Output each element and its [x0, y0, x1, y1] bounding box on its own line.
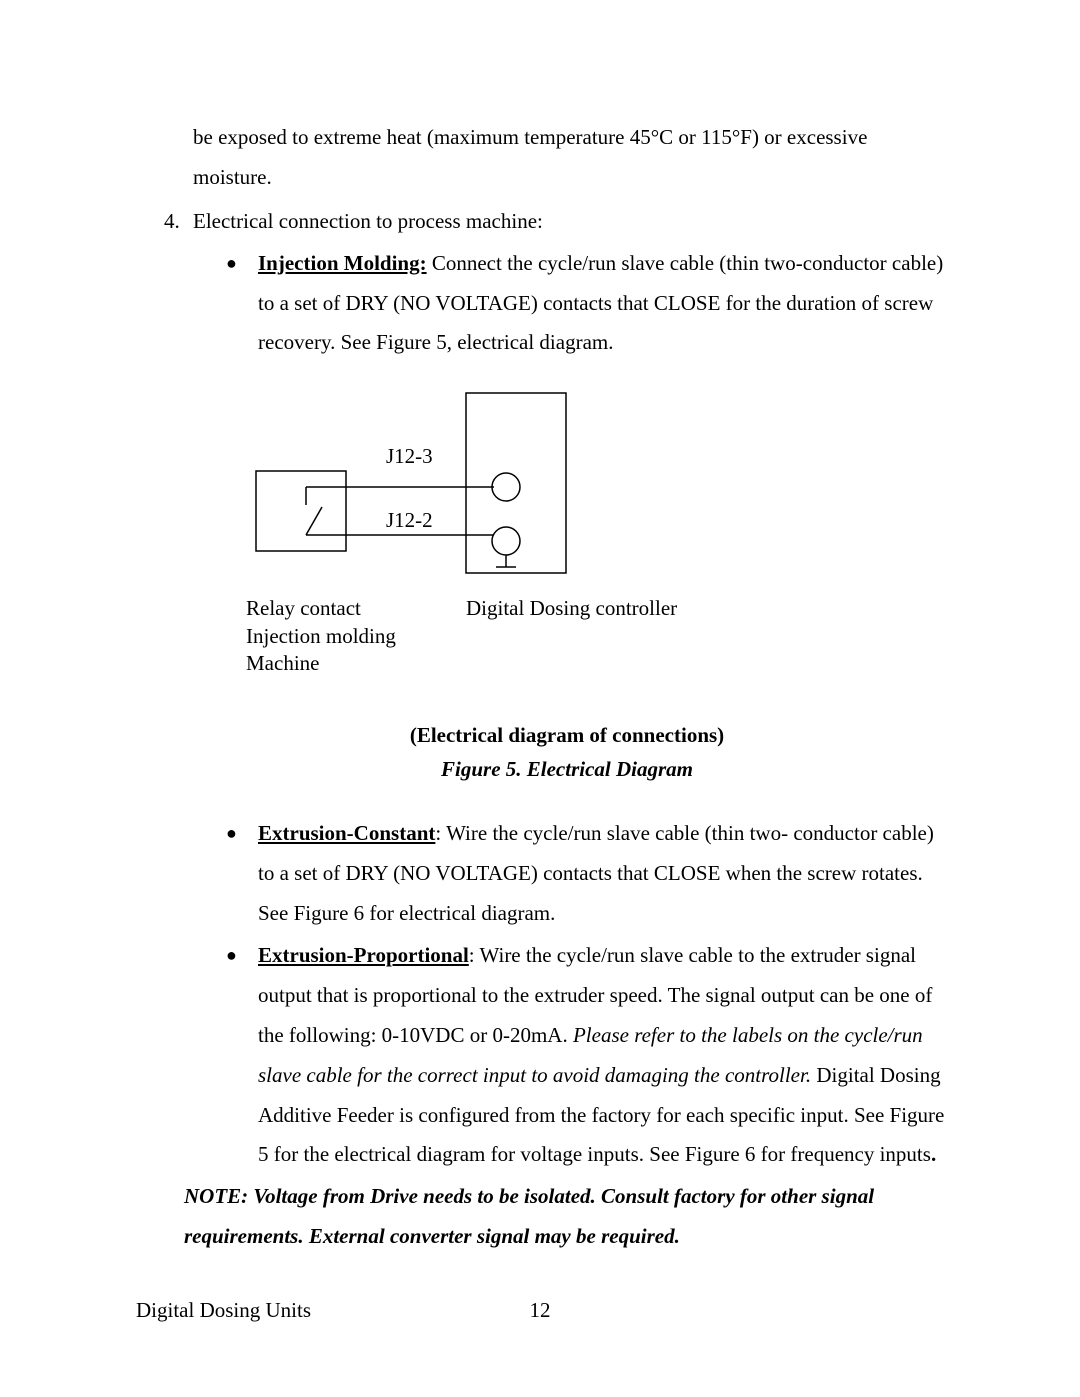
relay-caption-2: Injection molding	[246, 623, 466, 650]
caption-line-2: Figure 5. Electrical Diagram	[184, 753, 950, 787]
bullet-text: Extrusion-Proportional: Wire the cycle/r…	[258, 936, 950, 1175]
figure-caption: (Electrical diagram of connections) Figu…	[184, 719, 950, 786]
controller-caption: Digital Dosing controller	[466, 595, 677, 677]
ext-const-label: Extrusion-Constant	[258, 821, 435, 845]
footer-page-number: 12	[510, 1291, 570, 1331]
label-j12-3: J12-3	[386, 444, 433, 468]
bullet-icon: ●	[226, 244, 258, 364]
list-text: Electrical connection to process machine…	[193, 202, 543, 242]
ext-prop-label: Extrusion-Proportional	[258, 943, 469, 967]
bullet-injection-molding: ● Injection Molding: Connect the cycle/r…	[226, 244, 950, 364]
label-j12-2: J12-2	[386, 508, 433, 532]
list-item-4: 4. Electrical connection to process mach…	[164, 202, 950, 242]
bullet-icon: ●	[226, 814, 258, 934]
bullet-extrusion-proportional: ● Extrusion-Proportional: Wire the cycle…	[226, 936, 950, 1175]
diagram-captions: Relay contact Injection molding Machine …	[246, 595, 950, 677]
bullet-icon: ●	[226, 936, 258, 1175]
diagram-svg: J12-3 J12-2	[246, 391, 586, 591]
electrical-diagram: J12-3 J12-2 Relay contact Injection mold…	[246, 391, 950, 677]
relay-caption-1: Relay contact	[246, 595, 466, 622]
page-footer: Digital Dosing Units 12	[136, 1291, 944, 1331]
bullet-text: Injection Molding: Connect the cycle/run…	[258, 244, 950, 364]
list-number: 4.	[164, 202, 193, 242]
paragraph-moisture: be exposed to extreme heat (maximum temp…	[193, 118, 950, 198]
relay-caption-3: Machine	[246, 650, 466, 677]
footer-title: Digital Dosing Units	[136, 1291, 510, 1331]
note-text: NOTE: Voltage from Drive needs to be iso…	[184, 1177, 950, 1257]
ext-prop-period: .	[931, 1142, 936, 1166]
document-page: be exposed to extreme heat (maximum temp…	[0, 0, 1080, 1397]
inj-mold-label: Injection Molding:	[258, 251, 427, 275]
bullet-text: Extrusion-Constant: Wire the cycle/run s…	[258, 814, 950, 934]
bullet-extrusion-constant: ● Extrusion-Constant: Wire the cycle/run…	[226, 814, 950, 934]
caption-line-1: (Electrical diagram of connections)	[184, 719, 950, 753]
